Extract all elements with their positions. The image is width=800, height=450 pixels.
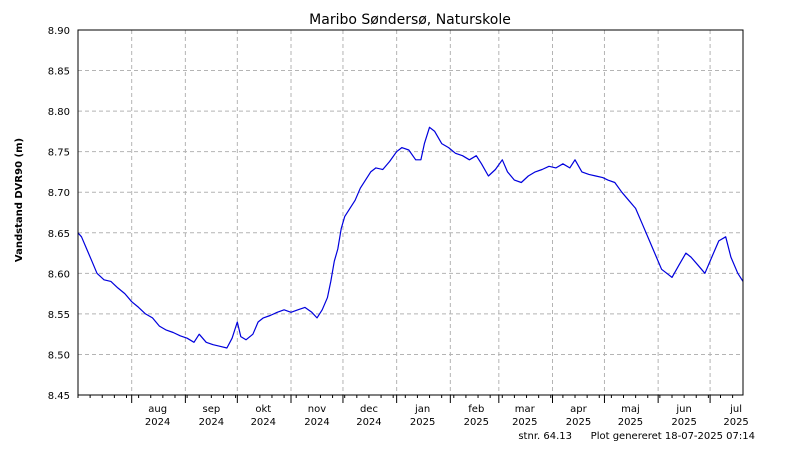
y-tick-label: 8.85	[48, 67, 70, 78]
x-tick-label-year: 2025	[512, 417, 537, 428]
y-axis: 8.45 8.50 8.55 8.60 8.65 8.70 8.75 8.80 8.85 8.90	[48, 26, 70, 402]
x-tick-label-year: 2024	[145, 417, 170, 428]
x-tick-label-year: 2025	[566, 417, 591, 428]
x-tick-label-month: okt	[255, 404, 271, 415]
x-tick-label-month: aug	[148, 404, 167, 415]
x-tick-label-month: mar	[515, 404, 536, 415]
x-tick-label-year: 2025	[464, 417, 489, 428]
grid	[78, 30, 743, 395]
series-group	[77, 126, 744, 349]
x-tick-label-month: nov	[308, 404, 326, 415]
x-tick-label-year: 2024	[304, 417, 329, 428]
chart-title: Maribo Søndersø, Naturskole	[309, 12, 511, 28]
y-tick-label: 8.80	[48, 107, 70, 118]
x-tick-label-month: feb	[468, 404, 484, 415]
x-tick-label-year: 2025	[723, 417, 748, 428]
x-axis: aug 2024 sep 2024 okt 2024 nov 2024 dec 2024 jan 20…	[77, 395, 749, 428]
x-tick-label-year: 2025	[671, 417, 696, 428]
y-axis-label: Vandstand DVR90 (m)	[14, 138, 25, 262]
generated-timestamp: Plot genereret 18-07-2025 07:14	[591, 431, 755, 442]
y-tick-label: 8.90	[48, 26, 70, 37]
plot-frame	[77, 29, 744, 396]
x-tick-label-year: 2024	[356, 417, 381, 428]
x-tick-label-month: jan	[414, 404, 430, 415]
y-tick-label: 8.70	[48, 188, 70, 199]
x-tick-label-month: jul	[729, 404, 742, 415]
x-tick-label-month: sep	[202, 404, 220, 415]
station-number: stnr. 64.13	[518, 431, 572, 442]
x-tick-label-month: jun	[675, 404, 691, 415]
x-tick-label-year: 2024	[199, 417, 224, 428]
x-tick-label-year: 2024	[251, 417, 276, 428]
series-line	[77, 126, 744, 349]
x-tick-label-year: 2025	[410, 417, 435, 428]
y-tick-label: 8.60	[48, 269, 70, 280]
y-tick-label: 8.45	[48, 391, 70, 402]
x-tick-label-month: maj	[621, 404, 640, 415]
y-tick-label: 8.50	[48, 350, 70, 361]
x-tick-label-year: 2025	[618, 417, 643, 428]
y-tick-label: 8.55	[48, 310, 70, 321]
y-tick-label: 8.65	[48, 229, 70, 240]
x-tick-label-month: apr	[570, 404, 587, 415]
y-tick-label: 8.75	[48, 148, 70, 159]
x-tick-label-month: dec	[360, 404, 378, 415]
